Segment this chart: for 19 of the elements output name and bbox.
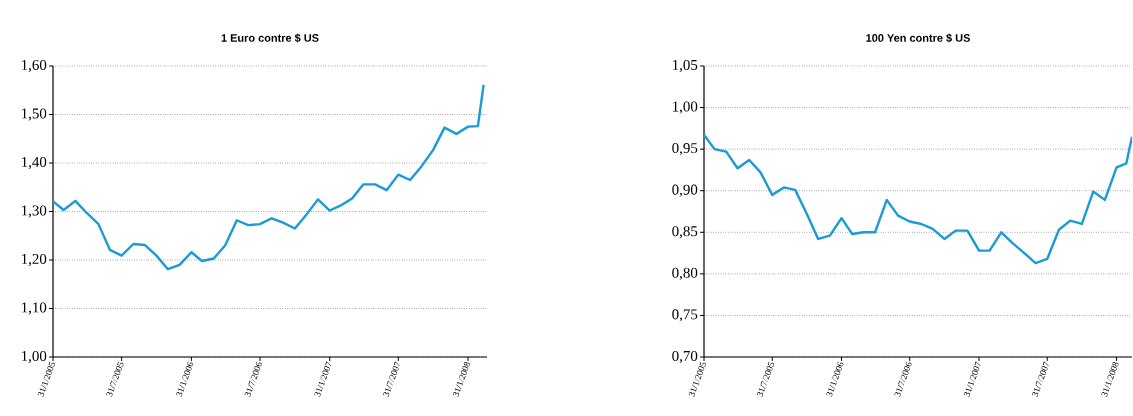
y-tick-label: 1,60 (21, 59, 47, 73)
y-tick-label: 1,50 (21, 108, 47, 121)
y-tick-label: 0,80 (672, 267, 698, 280)
y-tick-label: 1,05 (672, 59, 698, 73)
y-tick-label: 1,00 (21, 350, 47, 364)
y-tick-label: 0,85 (672, 226, 698, 239)
y-tick-label: 0,70 (672, 350, 698, 364)
y-tick-label: 1,20 (21, 253, 47, 267)
chart-title: 100 Yen contre $ US (866, 33, 970, 43)
y-tick-label: 1,10 (21, 302, 47, 315)
y-tick-label: 1,00 (672, 101, 698, 114)
y-tick-label: 0,90 (672, 184, 698, 197)
line-series (704, 133, 1133, 265)
y-tick-label: 1,40 (21, 156, 47, 170)
chart-title: 1 Euro contre $ US (221, 33, 319, 43)
y-tick-label: 0,75 (672, 309, 698, 322)
y-tick-label: 0,95 (672, 143, 698, 156)
y-tick-label: 1,30 (21, 205, 47, 218)
line-series (53, 83, 485, 271)
